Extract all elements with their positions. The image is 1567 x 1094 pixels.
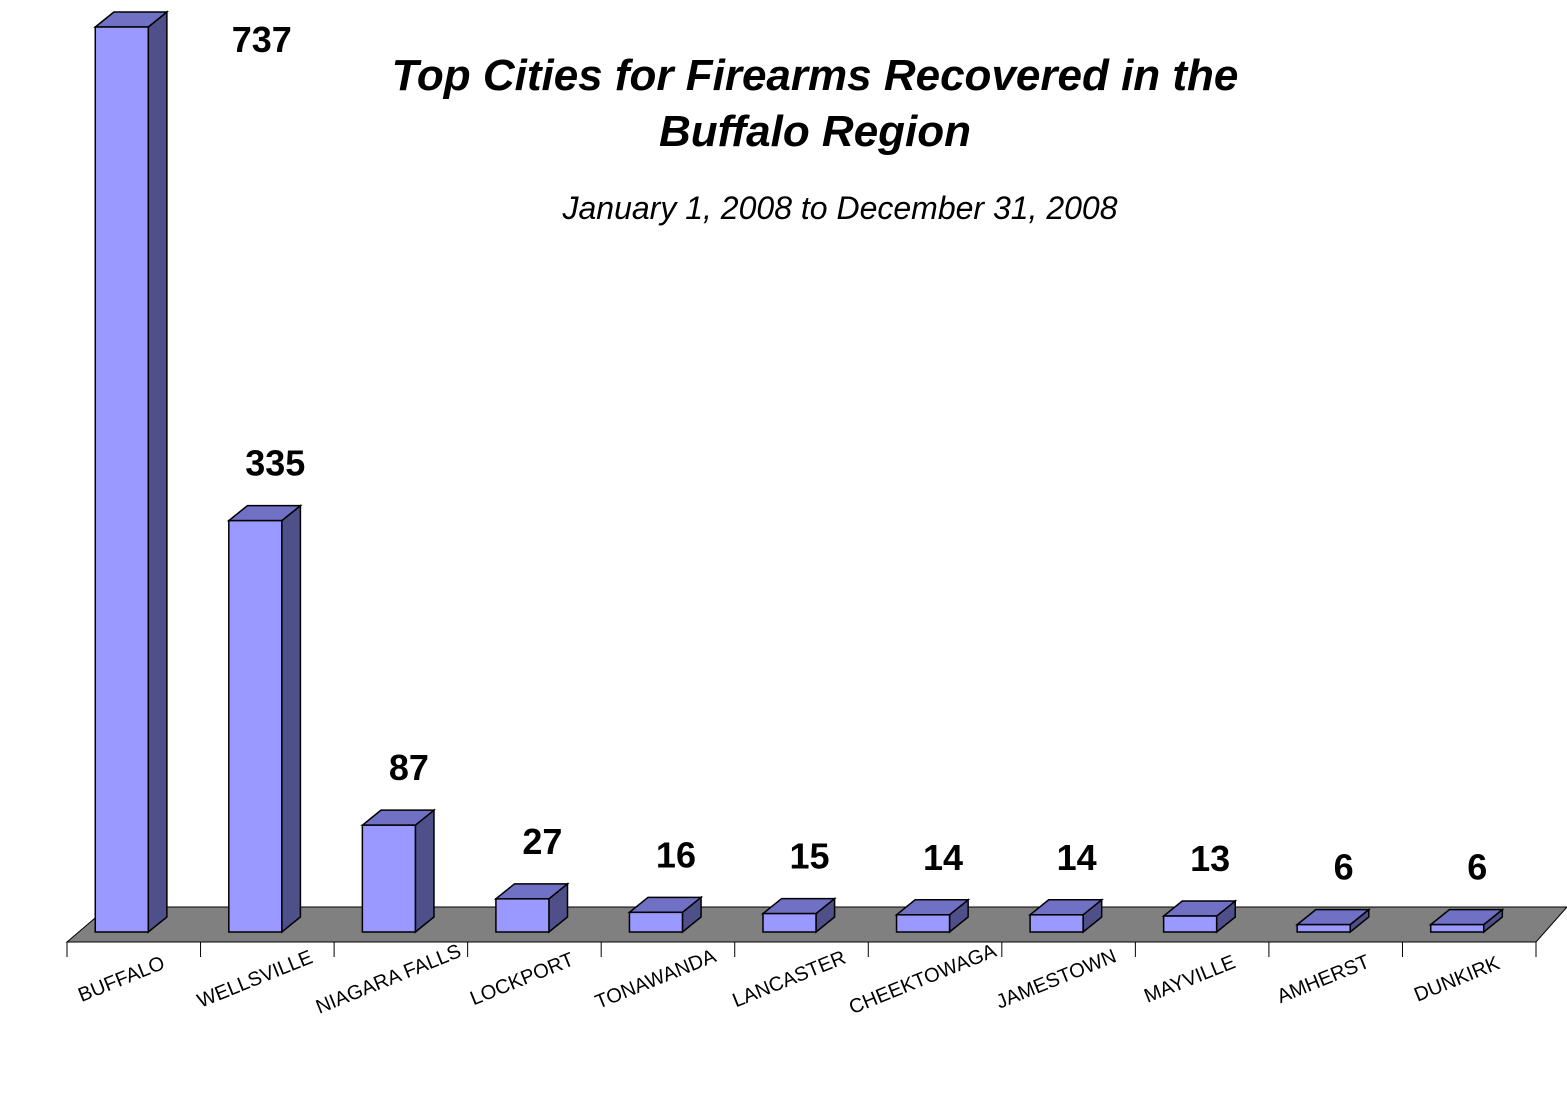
category-label: DUNKIRK bbox=[1411, 952, 1503, 1006]
category-label: TONAWANDA bbox=[592, 945, 720, 1014]
category-label: MAYVILLE bbox=[1141, 951, 1239, 1007]
bar bbox=[228, 519, 283, 933]
data-label: 87 bbox=[389, 747, 429, 788]
data-label: 6 bbox=[1334, 847, 1354, 888]
category-label: AMHERST bbox=[1274, 951, 1373, 1008]
bar bbox=[495, 898, 550, 933]
bar bbox=[1162, 915, 1218, 933]
data-label: 14 bbox=[923, 837, 963, 878]
chart-subtitle: January 1, 2008 to December 31, 2008 bbox=[562, 190, 1118, 226]
bar bbox=[1429, 923, 1485, 933]
bar-side bbox=[147, 10, 168, 934]
category-label: JAMESTOWN bbox=[993, 945, 1119, 1013]
chart-title-line-2: Buffalo Region bbox=[658, 107, 972, 156]
category-label: LOCKPORT bbox=[467, 949, 577, 1010]
bar bbox=[1029, 914, 1084, 933]
bar bbox=[1296, 923, 1351, 933]
data-label: 737 bbox=[232, 19, 292, 60]
data-label: 335 bbox=[245, 443, 305, 484]
data-label: 6 bbox=[1467, 847, 1487, 888]
bar bbox=[895, 914, 951, 933]
category-label: WELLSVILLE bbox=[194, 946, 316, 1012]
bar bbox=[94, 26, 150, 933]
bar-side bbox=[281, 504, 302, 934]
bar bbox=[361, 824, 417, 933]
bar bbox=[628, 911, 684, 933]
data-label: 13 bbox=[1190, 838, 1230, 879]
category-label: LANCASTER bbox=[729, 947, 849, 1012]
category-label: CHEEKTOWAGA bbox=[846, 940, 1000, 1019]
data-label: 16 bbox=[656, 834, 696, 875]
category-label: NIAGARA FALLS bbox=[313, 940, 465, 1018]
data-label: 15 bbox=[789, 836, 829, 877]
bar-side bbox=[414, 808, 435, 934]
category-label: BUFFALO bbox=[75, 952, 168, 1007]
chart-title-line-1: Top Cities for Firearms Recovered in the bbox=[391, 51, 1239, 100]
data-label: 14 bbox=[1057, 837, 1097, 878]
data-label: 27 bbox=[522, 821, 562, 862]
bar bbox=[762, 912, 817, 933]
